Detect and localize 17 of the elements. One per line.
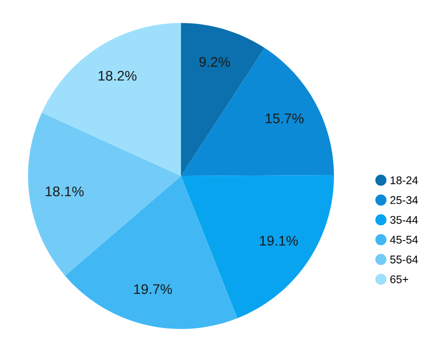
data-label: 18.1% <box>46 186 84 196</box>
data-label: 19.1% <box>260 236 298 246</box>
pie-slice <box>28 112 181 276</box>
data-label: 18.2% <box>98 70 136 81</box>
pie-slice <box>181 23 265 176</box>
data-label: 15.7% <box>266 114 304 124</box>
pie-slice <box>181 175 334 318</box>
legend-label: 35-44 <box>390 216 418 224</box>
pie-slice <box>42 23 181 176</box>
data-label: 19.7% <box>134 284 172 294</box>
pie-slice <box>181 48 334 176</box>
legend-label: 65+ <box>390 275 408 284</box>
legend-label: 25-34 <box>390 196 418 204</box>
legend-label: 55-64 <box>390 256 418 264</box>
data-label: 9.2% <box>199 57 230 67</box>
legend-label: 45-54 <box>390 236 418 244</box>
legend-label: 18-24 <box>390 176 418 184</box>
